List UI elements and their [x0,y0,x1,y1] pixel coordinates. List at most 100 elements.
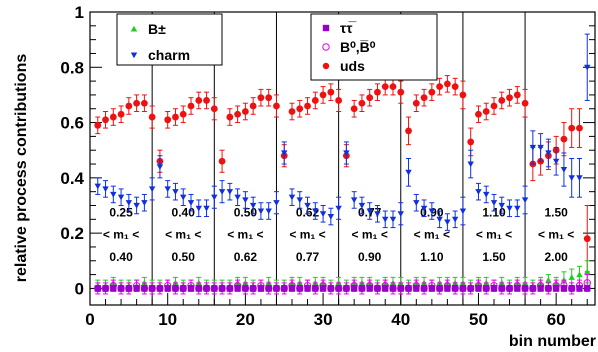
data-point [405,285,412,292]
data-point [420,285,428,292]
data-point [125,285,133,292]
data-point [117,194,125,201]
data-point [172,113,179,121]
data-point [397,285,404,292]
data-point [405,169,412,176]
data-point [335,205,342,212]
bin-label-low: 0.50 [234,206,258,220]
data-point [537,285,544,292]
data-point [296,105,304,113]
data-point [482,108,490,115]
data-point [242,197,249,204]
data-point [459,91,467,99]
data-point [335,97,343,104]
data-point [529,144,537,151]
legend: B± charm ττ̅ B⁰,B̅⁰ uds [116,13,438,81]
data-point [584,64,591,71]
data-point [358,285,366,292]
legend-label: charm [148,47,190,63]
data-point [179,110,187,118]
data-point [545,276,552,283]
y-tick-label: 1 [75,3,84,22]
data-point [343,150,350,157]
data-point [210,105,218,113]
data-point [374,285,381,292]
data-point [513,91,521,99]
data-point [102,186,109,193]
data-point [350,197,358,204]
data-point [164,116,172,124]
data-point [576,124,583,132]
data-point [110,285,117,292]
data-point [506,205,513,212]
data-point [498,285,505,292]
data-point [467,285,474,292]
bin-label-mid: < m₁ < [165,228,201,242]
data-point [327,213,335,220]
data-point [374,211,381,217]
data-point [226,113,234,121]
data-point [506,285,513,292]
data-point [358,202,366,209]
y-tick-label: 0.2 [60,224,84,243]
data-point [94,285,101,292]
bin-label-low: 0.25 [109,206,133,220]
data-point [498,202,505,209]
data-point [226,189,234,195]
data-point [304,285,311,292]
data-point [506,94,513,102]
data-point [459,208,467,215]
data-point [311,97,319,104]
data-point [125,102,133,110]
data-point [397,211,404,217]
data-point [498,97,506,104]
data-point [428,285,436,292]
bin-label-high: 2.00 [544,250,568,264]
legend-box-right [310,13,438,81]
data-point [389,216,397,223]
bin-label-mid: < m₁ < [476,228,512,242]
data-point [490,285,498,292]
data-point [584,268,591,275]
bin-label-mid: < m₁ < [414,228,450,242]
x-tick-label: 0 [85,310,94,329]
data-point [102,116,109,124]
data-point [584,285,591,292]
data-point [148,113,156,121]
data-point [164,186,171,193]
bin-label-mid: < m₁ < [227,228,263,242]
x-axis: 0 10 20 30 40 50 60 [85,293,588,329]
data-point [249,202,257,209]
data-point [133,99,141,107]
data-point [428,208,436,215]
data-point [451,216,459,223]
legend-label: B± [148,21,166,37]
data-point [281,285,288,292]
data-point [257,208,265,215]
bin-label-high: 0.50 [172,250,196,264]
data-point [568,274,575,280]
data-point [335,285,342,292]
bin-label-low: 0.40 [172,206,196,220]
data-point [382,216,389,223]
data-point [156,285,164,292]
x-tick-label: 40 [391,310,410,329]
data-point [203,205,210,212]
data-point [350,285,358,292]
bin-label-high: 0.90 [358,250,382,264]
data-point [234,110,242,118]
data-point [319,91,327,99]
legend-label: ττ̅ [340,20,356,36]
bin-label-high: 0.40 [109,250,133,264]
data-point [265,208,272,215]
data-point [514,285,521,292]
data-point [521,99,529,107]
data-point [467,161,474,168]
data-point [483,285,490,292]
data-point [420,205,428,212]
data-point [296,197,303,204]
x-tick-label: 10 [158,310,177,329]
data-point [195,97,203,104]
data-point [366,285,373,292]
